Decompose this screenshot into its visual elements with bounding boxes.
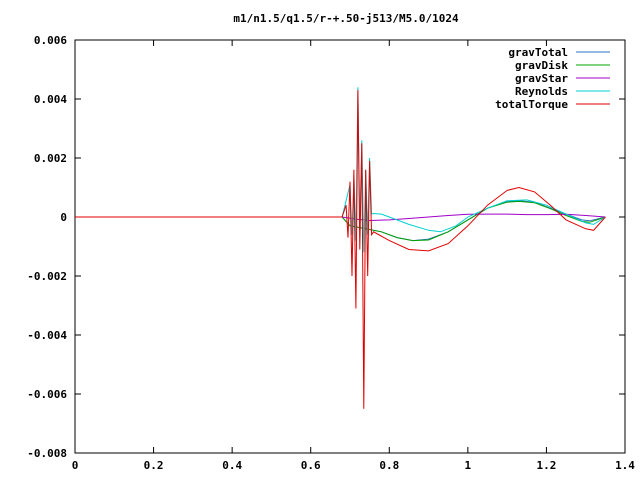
series-line-gravTotal xyxy=(341,200,606,242)
series-line-Reynolds xyxy=(341,87,606,253)
legend-label: totalTorque xyxy=(495,98,568,111)
x-axis: 0 0.2 0.4 0.6 0.8 1 1.2 1.4 xyxy=(72,40,635,472)
y-tick-label: 0.004 xyxy=(34,93,67,106)
y-tick-label: 0 xyxy=(60,211,67,224)
legend-label: gravDisk xyxy=(515,59,568,72)
x-tick-label: 1 xyxy=(465,459,472,472)
chart-title: m1/n1.5/q1.5/r-+.50-j513/M5.0/1024 xyxy=(233,12,459,25)
y-tick-label: -0.002 xyxy=(27,270,67,283)
x-tick-label: 0.6 xyxy=(301,459,321,472)
legend: gravTotalgravDiskgravStarReynoldstotalTo… xyxy=(495,46,610,111)
y-tick-label: 0.002 xyxy=(34,152,67,165)
series-line-gravDisk xyxy=(341,200,606,242)
x-tick-label: 1.4 xyxy=(615,459,635,472)
x-tick-label: 1.2 xyxy=(536,459,556,472)
plot-border xyxy=(74,39,626,454)
plot-frame xyxy=(74,39,626,454)
legend-label: gravStar xyxy=(515,72,568,85)
x-tick-label: 0.4 xyxy=(222,459,242,472)
y-tick-label: -0.006 xyxy=(27,388,67,401)
y-tick-label: 0.006 xyxy=(34,34,67,47)
y-tick-label: -0.004 xyxy=(27,329,67,342)
x-tick-label: 0.2 xyxy=(144,459,164,472)
x-tick-label: 0.8 xyxy=(379,459,399,472)
x-tick-label: 0 xyxy=(72,459,79,472)
legend-label: gravTotal xyxy=(508,46,568,59)
series-layer xyxy=(75,87,606,409)
legend-label: Reynolds xyxy=(515,85,568,98)
y-tick-label: -0.008 xyxy=(27,447,67,460)
series-line-totalTorque xyxy=(75,90,606,409)
y-axis: 0.006 0.004 0.002 0 -0.002 -0.004 -0.006 -0.008 xyxy=(27,34,625,460)
